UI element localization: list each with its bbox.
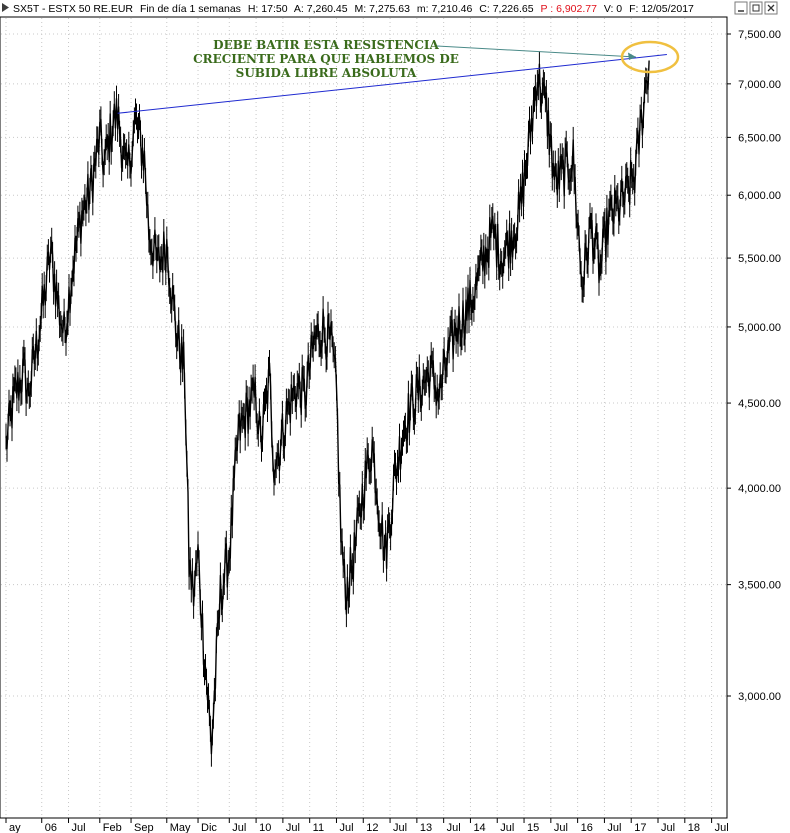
x-tick-label: Feb xyxy=(103,822,122,833)
x-tick-label: 14 xyxy=(473,822,485,833)
header-volume: V: 0 xyxy=(604,3,622,15)
minimize-button[interactable] xyxy=(734,1,748,15)
header-period: Fin de día 1 semanas xyxy=(140,3,241,15)
header-close: C: 7,226.65 xyxy=(479,3,533,15)
highlight-circle xyxy=(620,40,680,74)
y-tick-label: 6,500.00 xyxy=(738,132,781,144)
y-tick-label: 5,500.00 xyxy=(738,253,781,265)
y-axis: 3,000.00 3,500.00 4,000.00 4,500.00 5,000.00… xyxy=(727,29,781,703)
maximize-icon xyxy=(752,4,760,12)
maximize-button[interactable] xyxy=(749,1,763,15)
annotation-line-3: SUBIDA LIBRE ABSOLUTA xyxy=(236,66,417,80)
header-date: F: 12/05/2017 xyxy=(629,3,694,15)
y-tick-label: 6,000.00 xyxy=(738,190,781,202)
annotation: DEBE BATIR ESTA RESISTENCIA CRECIENTE PA… xyxy=(193,38,680,80)
x-tick-label: Jul xyxy=(286,822,300,833)
close-icon xyxy=(767,4,775,12)
y-tick-label: 5,000.00 xyxy=(738,322,781,334)
annotation-arrow-head xyxy=(628,52,636,60)
x-tick-label: Jul xyxy=(715,822,729,833)
header-high: M: 7,275.63 xyxy=(355,3,411,15)
svg-text:SX5T - ESTX 50 RE.EUR Fi: SX5T - ESTX 50 RE.EUR Fin de día 1 seman… xyxy=(13,3,694,15)
price-line xyxy=(5,60,650,755)
annotation-arrow xyxy=(436,45,637,58)
y-tick-label: 3,000.00 xyxy=(738,691,781,703)
y-tick-label: 4,000.00 xyxy=(738,483,781,495)
x-tick-label: Jul xyxy=(393,822,407,833)
x-tick-label: 15 xyxy=(527,822,539,833)
x-tick-label: Jul xyxy=(500,822,514,833)
y-tick-label: 7,500.00 xyxy=(738,29,781,41)
header-symbol: SX5T - ESTX 50 RE.EUR xyxy=(13,3,133,15)
x-tick-label: 10 xyxy=(259,822,271,833)
header-prev: P : 6,902.77 xyxy=(541,3,598,15)
x-tick-label: 18 xyxy=(688,822,700,833)
header-time: H: 17:50 xyxy=(248,3,288,15)
window-buttons xyxy=(734,1,778,15)
price-series xyxy=(5,51,650,767)
annotation-line-1: DEBE BATIR ESTA RESISTENCIA xyxy=(213,38,439,52)
x-tick-label: Jul xyxy=(554,822,568,833)
x-tick-label: Jul xyxy=(661,822,675,833)
resistance-trendline xyxy=(117,54,667,114)
annotation-line-2: CRECIENTE PARA QUE HABLEMOS DE xyxy=(193,52,459,66)
x-tick-label: Sep xyxy=(134,822,154,833)
x-axis: ay 06 Jul Feb Sep May Dic Jul 10 Jul 11 Jul 12 Jul 13 J… xyxy=(5,818,729,833)
grid xyxy=(1,18,727,818)
y-tick-label: 4,500.00 xyxy=(738,398,781,410)
x-tick-label: Jul xyxy=(72,822,86,833)
x-tick-label: Jul xyxy=(232,822,246,833)
x-tick-label: 11 xyxy=(313,822,324,833)
x-tick-label: May xyxy=(170,822,191,833)
x-tick-label: ay xyxy=(9,822,21,833)
x-tick-label: 12 xyxy=(366,822,378,833)
x-tick-label: Jul xyxy=(447,822,461,833)
x-tick-label: Jul xyxy=(339,822,353,833)
y-tick-label: 3,500.00 xyxy=(738,580,781,592)
header-open: A: 7,260.45 xyxy=(294,3,348,15)
chart-header: SX5T - ESTX 50 RE.EUR Fin de día 1 seman… xyxy=(0,0,790,16)
x-tick-label: Jul xyxy=(607,822,621,833)
x-tick-label: 13 xyxy=(420,822,432,833)
resistance-line xyxy=(117,54,667,114)
x-tick-label: 17 xyxy=(634,822,646,833)
header-low: m: 7,210.46 xyxy=(417,3,473,15)
x-tick-label: Dic xyxy=(201,822,217,833)
collapse-triangle-icon[interactable] xyxy=(2,3,9,12)
x-tick-label: 06 xyxy=(45,822,57,833)
x-tick-label: 16 xyxy=(581,822,593,833)
y-tick-label: 7,000.00 xyxy=(738,79,781,91)
